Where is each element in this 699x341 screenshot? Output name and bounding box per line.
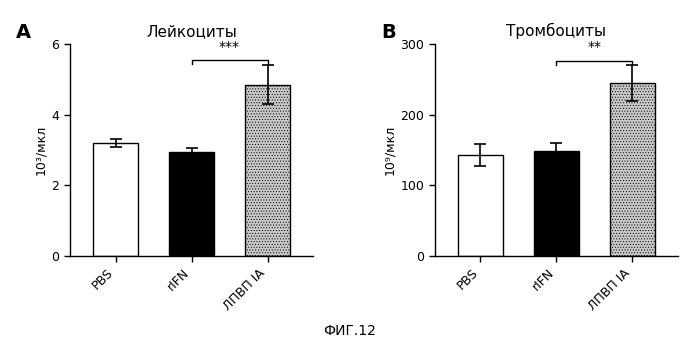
Bar xyxy=(610,83,655,256)
Text: A: A xyxy=(16,23,31,42)
Y-axis label: 10⁹/мкл: 10⁹/мкл xyxy=(383,125,396,175)
Bar xyxy=(168,152,215,256)
Text: ФИГ.12: ФИГ.12 xyxy=(323,324,376,338)
Bar xyxy=(533,151,579,256)
Text: B: B xyxy=(381,23,396,42)
Bar xyxy=(245,85,290,256)
Title: Лейкоциты: Лейкоциты xyxy=(146,24,237,39)
Y-axis label: 10³/мкл: 10³/мкл xyxy=(34,125,48,175)
Title: Тромбоциты: Тромбоциты xyxy=(506,23,607,39)
Bar xyxy=(93,143,138,256)
Text: **: ** xyxy=(587,40,601,54)
Bar xyxy=(458,155,503,256)
Text: ***: *** xyxy=(219,40,240,54)
